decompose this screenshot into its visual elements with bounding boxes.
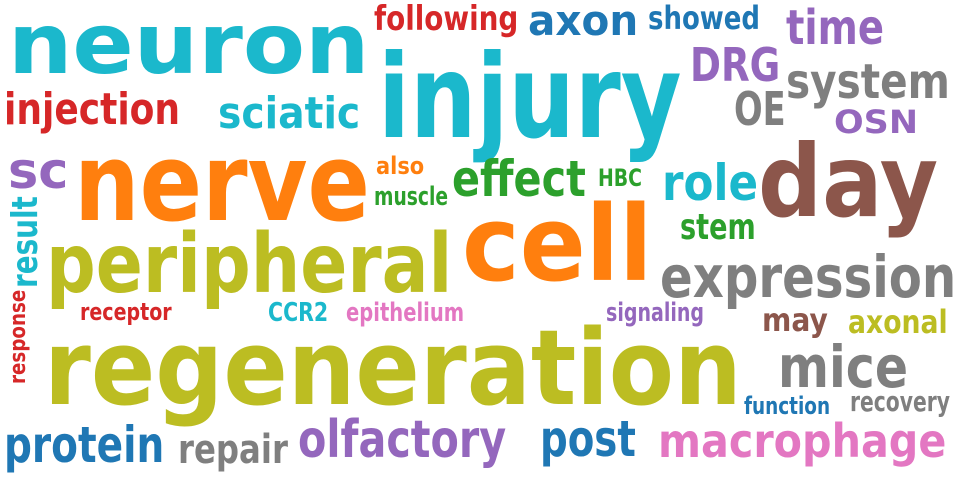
word-time: time <box>786 0 884 56</box>
word-regeneration: regeneration <box>44 307 742 429</box>
word-olfactory: olfactory <box>298 410 507 470</box>
word-injury: injury <box>378 30 682 165</box>
word-nerve: nerve <box>74 121 371 246</box>
word-response: response <box>6 289 31 384</box>
word-expression: expression <box>660 243 957 311</box>
word-function: function <box>744 392 831 420</box>
word-following: following <box>374 0 519 39</box>
word-stem: stem <box>680 207 756 248</box>
word-system: system <box>786 54 950 110</box>
word-post: post <box>540 410 636 468</box>
word-drg: DRG <box>690 38 781 92</box>
word-peripheral: peripheral <box>46 217 453 312</box>
word-recovery: recovery <box>850 385 950 418</box>
word-axonal: axonal <box>848 303 948 341</box>
word-repair: repair <box>178 427 288 473</box>
word-showed: showed <box>648 0 760 37</box>
word-signaling: signaling <box>606 298 704 328</box>
word-axon: axon <box>528 0 639 45</box>
word-sc: sc <box>8 142 69 200</box>
word-effect: effect <box>452 150 586 208</box>
word-role: role <box>662 154 759 212</box>
word-hbc: HBC <box>598 164 642 192</box>
word-sciatic: sciatic <box>218 88 361 139</box>
word-ccr2: CCR2 <box>268 298 329 328</box>
word-neuron: neuron <box>8 0 370 93</box>
word-receptor: receptor <box>80 298 172 326</box>
word-osn: OSN <box>834 103 919 141</box>
word-cell: cell <box>462 183 653 305</box>
word-macrophage: macrophage <box>658 414 947 468</box>
word-day: day <box>758 123 939 240</box>
word-muscle: muscle <box>374 182 449 212</box>
word-epithelium: epithelium <box>346 298 465 328</box>
word-also: also <box>376 152 425 180</box>
word-result: result <box>5 196 46 288</box>
word-oe: OE <box>734 82 786 136</box>
word-protein: protein <box>4 416 165 474</box>
word-injection: injection <box>4 84 181 135</box>
word-mice: mice <box>778 333 909 401</box>
word-may: may <box>762 301 828 339</box>
